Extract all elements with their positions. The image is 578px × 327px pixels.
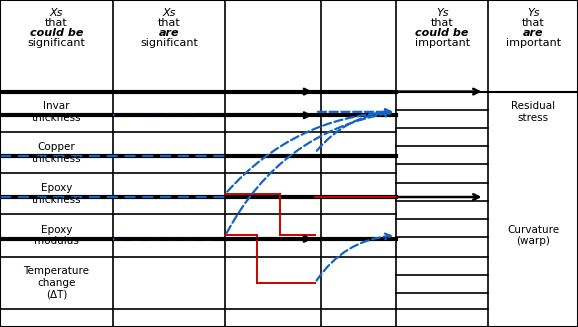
Text: Copper
thickness: Copper thickness <box>32 142 81 164</box>
Text: important: important <box>414 38 470 48</box>
Text: Temperature
change
(ΔT): Temperature change (ΔT) <box>23 266 90 300</box>
Text: Epoxy
thickness: Epoxy thickness <box>32 183 81 205</box>
Text: are: are <box>159 28 179 38</box>
Text: Xs: Xs <box>50 8 63 18</box>
Text: Xs: Xs <box>162 8 176 18</box>
Text: Invar
thickness: Invar thickness <box>32 101 81 123</box>
Text: Epoxy
modulus: Epoxy modulus <box>34 225 79 246</box>
Text: that: that <box>431 18 454 28</box>
Text: Curvature
(warp): Curvature (warp) <box>507 225 560 246</box>
Text: Residual
stress: Residual stress <box>511 101 555 123</box>
Text: Ys: Ys <box>436 8 449 18</box>
Text: important: important <box>506 38 561 48</box>
Text: that: that <box>158 18 180 28</box>
Text: that: that <box>522 18 544 28</box>
Text: Ys: Ys <box>527 8 539 18</box>
Text: are: are <box>523 28 543 38</box>
Text: that: that <box>45 18 68 28</box>
Text: could be: could be <box>416 28 469 38</box>
Text: significant: significant <box>140 38 198 48</box>
Text: could be: could be <box>29 28 83 38</box>
Text: significant: significant <box>27 38 86 48</box>
